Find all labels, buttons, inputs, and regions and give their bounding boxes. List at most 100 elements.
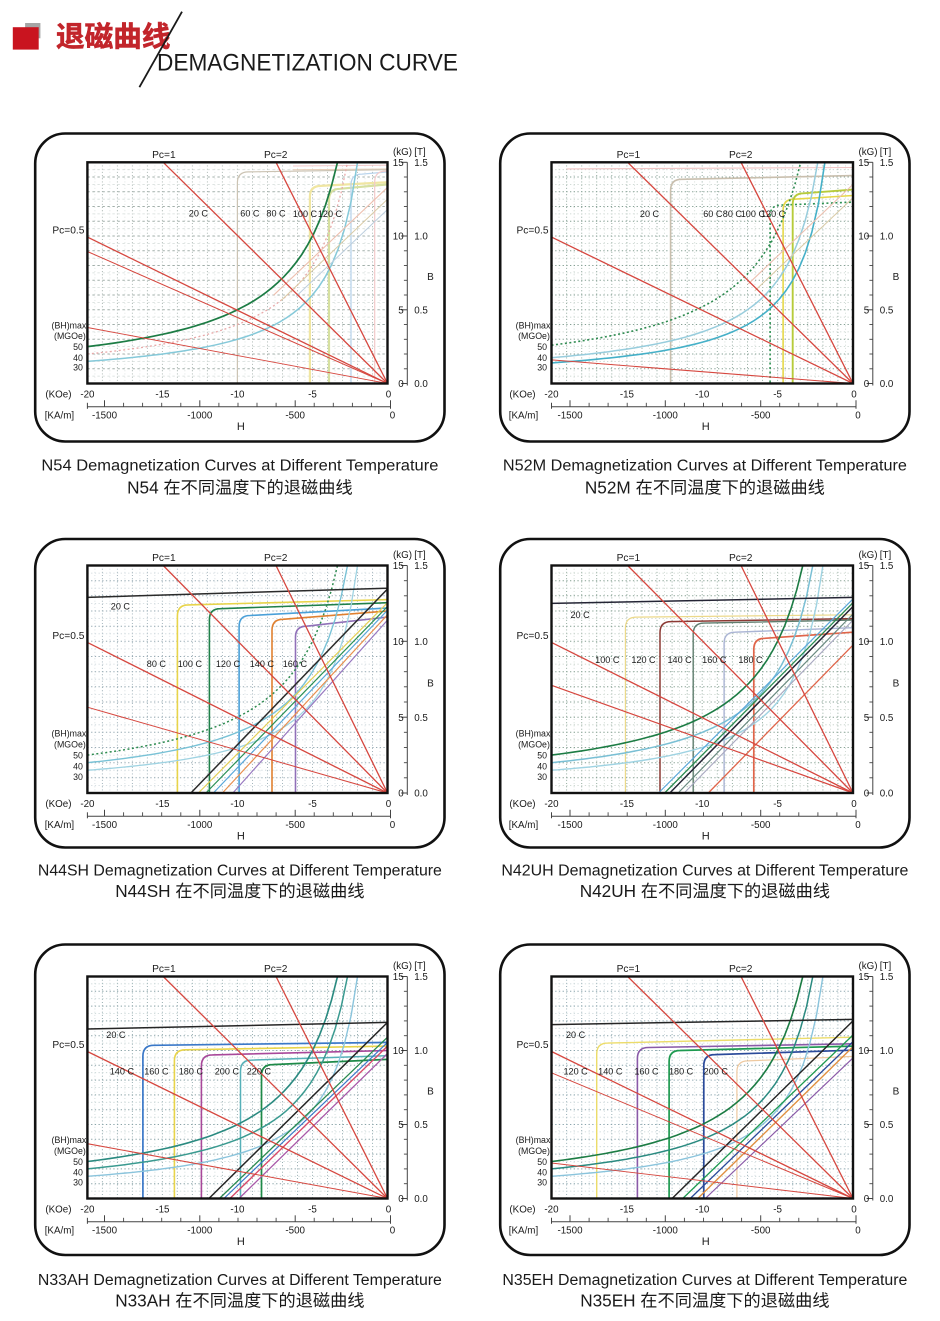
svg-text:N35EH Demagnetization Curves a: N35EH Demagnetization Curves at Differen… — [502, 1272, 907, 1289]
svg-text:140 C: 140 C — [110, 1066, 135, 1076]
svg-text:0.0: 0.0 — [880, 379, 894, 390]
svg-text:1.5: 1.5 — [414, 561, 428, 572]
svg-text:0.0: 0.0 — [880, 1194, 894, 1205]
svg-text:(BH)max: (BH)max — [52, 728, 87, 738]
svg-text:-20: -20 — [544, 1205, 559, 1216]
svg-text:[T]: [T] — [414, 147, 426, 158]
svg-text:1.5: 1.5 — [880, 972, 894, 983]
svg-text:N44SH Demagnetization Curves a: N44SH Demagnetization Curves at Differen… — [38, 863, 442, 880]
svg-text:5: 5 — [864, 713, 870, 724]
svg-text:80 C: 80 C — [723, 209, 743, 219]
svg-text:Pc=1: Pc=1 — [152, 150, 176, 161]
svg-text:1.0: 1.0 — [414, 637, 428, 648]
svg-text:-500: -500 — [751, 820, 771, 831]
svg-text:N54 Demagnetization Curves at: N54 Demagnetization Curves at Different … — [41, 458, 438, 475]
svg-text:-1500: -1500 — [92, 1225, 118, 1236]
svg-text:B: B — [893, 679, 900, 690]
svg-text:(KOe): (KOe) — [45, 390, 71, 401]
svg-text:160 C: 160 C — [283, 659, 308, 669]
svg-text:(kG): (kG) — [393, 550, 412, 561]
svg-text:1.0: 1.0 — [880, 232, 894, 243]
svg-text:-5: -5 — [308, 799, 317, 810]
svg-text:1.5: 1.5 — [414, 972, 428, 983]
svg-text:Pc=1: Pc=1 — [152, 553, 176, 564]
svg-text:(kG): (kG) — [393, 961, 412, 972]
svg-text:5: 5 — [398, 305, 404, 316]
svg-text:(KOe): (KOe) — [509, 1205, 535, 1216]
svg-text:-10: -10 — [695, 1205, 710, 1216]
svg-text:B: B — [427, 1087, 434, 1098]
svg-text:140 C: 140 C — [667, 655, 692, 665]
svg-text:-5: -5 — [308, 1205, 317, 1216]
svg-text:40: 40 — [73, 1168, 83, 1178]
svg-text:30: 30 — [73, 772, 83, 782]
svg-text:50: 50 — [537, 751, 547, 761]
svg-text:Pc=0.5: Pc=0.5 — [516, 226, 548, 237]
svg-text:-1000: -1000 — [653, 410, 679, 421]
svg-text:Pc=1: Pc=1 — [617, 553, 641, 564]
svg-text:-1500: -1500 — [557, 1225, 583, 1236]
svg-text:Pc=2: Pc=2 — [264, 964, 288, 975]
svg-text:30: 30 — [73, 363, 83, 373]
svg-text:N54: N54 — [127, 478, 159, 498]
svg-text:-500: -500 — [751, 410, 771, 421]
svg-text:120 C: 120 C — [563, 1066, 588, 1076]
svg-text:-10: -10 — [230, 1205, 245, 1216]
svg-text:15: 15 — [393, 158, 404, 169]
svg-text:-5: -5 — [773, 390, 782, 401]
svg-text:-10: -10 — [695, 799, 710, 810]
svg-text:160 C: 160 C — [634, 1066, 659, 1076]
svg-text:-15: -15 — [620, 1205, 635, 1216]
svg-text:10: 10 — [858, 1046, 869, 1057]
svg-text:-10: -10 — [695, 390, 710, 401]
svg-text:Pc=1: Pc=1 — [617, 150, 641, 161]
svg-text:120 C: 120 C — [631, 655, 656, 665]
svg-text:(kG): (kG) — [858, 961, 877, 972]
svg-text:160 C: 160 C — [144, 1066, 169, 1076]
svg-text:0: 0 — [864, 789, 870, 800]
svg-text:100 C: 100 C — [178, 659, 203, 669]
svg-text:(MGOe): (MGOe) — [54, 1146, 86, 1156]
svg-text:0.5: 0.5 — [880, 713, 894, 724]
svg-text:-15: -15 — [155, 799, 170, 810]
svg-text:(kG): (kG) — [393, 147, 412, 158]
svg-text:[T]: [T] — [880, 961, 892, 972]
svg-text:180 C: 180 C — [179, 1066, 204, 1076]
svg-text:Pc=2: Pc=2 — [729, 964, 753, 975]
svg-text:N44SH: N44SH — [115, 881, 170, 901]
svg-text:-5: -5 — [308, 390, 317, 401]
svg-text:Pc=0.5: Pc=0.5 — [52, 1040, 84, 1051]
svg-text:15: 15 — [858, 158, 869, 169]
svg-text:120 C: 120 C — [318, 209, 343, 219]
svg-text:140 C: 140 C — [598, 1066, 623, 1076]
svg-text:[T]: [T] — [880, 550, 892, 561]
svg-text:[KA/m]: [KA/m] — [45, 410, 75, 421]
svg-text:120 C: 120 C — [761, 209, 786, 219]
svg-text:30: 30 — [73, 1178, 83, 1188]
svg-text:-20: -20 — [80, 390, 95, 401]
svg-text:0: 0 — [386, 390, 392, 401]
svg-text:20 C: 20 C — [106, 1030, 126, 1040]
svg-text:40: 40 — [537, 1168, 547, 1178]
svg-text:50: 50 — [537, 342, 547, 352]
svg-text:10: 10 — [858, 232, 869, 243]
svg-text:80 C: 80 C — [266, 208, 286, 218]
svg-text:[KA/m]: [KA/m] — [45, 820, 75, 831]
svg-text:0: 0 — [864, 1194, 870, 1205]
svg-text:20 C: 20 C — [189, 208, 209, 218]
svg-text:0.0: 0.0 — [414, 1194, 428, 1205]
svg-text:50: 50 — [73, 751, 83, 761]
svg-text:-5: -5 — [773, 1205, 782, 1216]
svg-text:100 C: 100 C — [595, 655, 620, 665]
svg-text:5: 5 — [864, 1120, 870, 1131]
svg-text:H: H — [237, 1236, 245, 1248]
svg-text:0: 0 — [864, 379, 870, 390]
svg-text:0: 0 — [855, 820, 861, 831]
svg-text:1.0: 1.0 — [414, 1046, 428, 1057]
svg-text:100 C: 100 C — [293, 209, 318, 219]
svg-text:-500: -500 — [285, 820, 305, 831]
svg-text:-500: -500 — [285, 410, 305, 421]
svg-text:160 C: 160 C — [702, 655, 727, 665]
svg-text:0: 0 — [855, 410, 861, 421]
svg-text:(MGOe): (MGOe) — [54, 331, 86, 341]
